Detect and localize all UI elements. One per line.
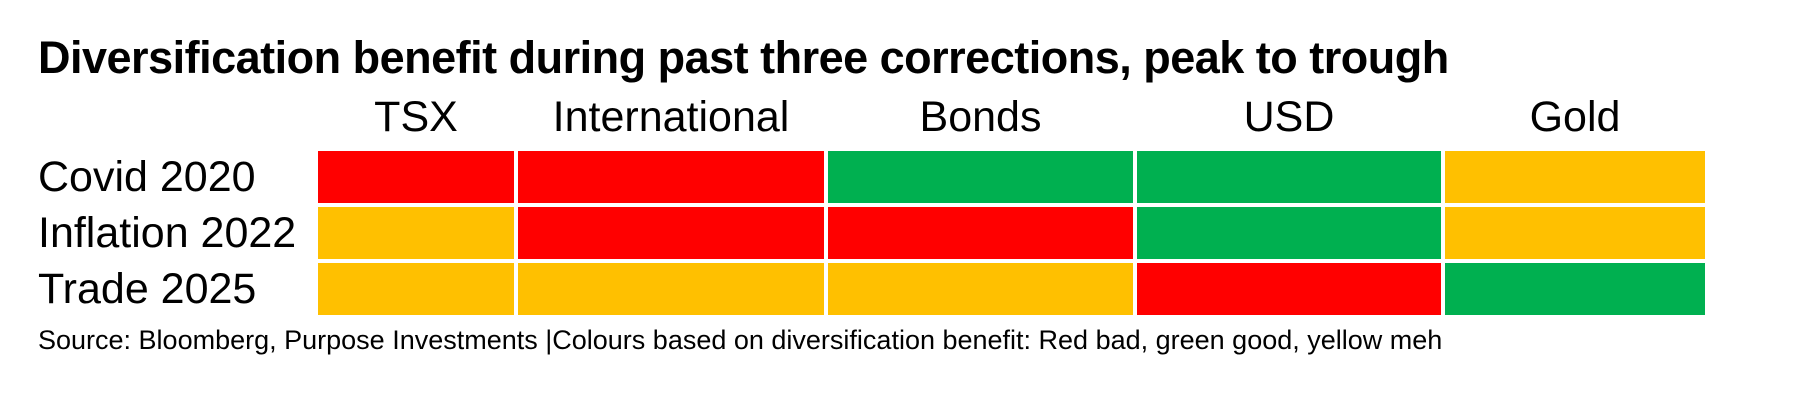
heatmap-cell-inflation-tsx — [318, 207, 514, 259]
heatmap-cell-inflation-usd — [1137, 207, 1441, 259]
row-label-inflation-2022: Inflation 2022 — [38, 208, 297, 257]
heatmap-cell-covid-usd — [1137, 151, 1441, 203]
heatmap-cell-trade-bonds — [828, 263, 1133, 315]
heatmap-cell-inflation-bonds — [828, 207, 1133, 259]
column-header-bonds: Bonds — [919, 93, 1042, 141]
heatmap-cell-covid-bonds — [828, 151, 1133, 203]
column-header-tsx: TSX — [374, 93, 458, 141]
heatmap-cell-trade-international — [518, 263, 824, 315]
heatmap-cell-covid-gold — [1445, 151, 1705, 203]
heatmap-cell-trade-tsx — [318, 263, 514, 315]
heatmap-cell-covid-tsx — [318, 151, 514, 203]
heatmap-cell-trade-gold — [1445, 263, 1705, 315]
row-label-covid-2020: Covid 2020 — [38, 152, 256, 201]
column-header-gold: Gold — [1529, 93, 1621, 141]
chart-title: Diversification benefit during past thre… — [38, 32, 1449, 83]
column-header-usd: USD — [1243, 93, 1335, 141]
heatmap-cell-trade-usd — [1137, 263, 1441, 315]
heatmap-cell-inflation-international — [518, 207, 824, 259]
heatmap-cell-covid-international — [518, 151, 824, 203]
column-header-international: International — [552, 93, 790, 141]
corner-spacer — [38, 88, 314, 147]
row-label-trade-2025: Trade 2025 — [38, 264, 257, 313]
heatmap-cell-inflation-gold — [1445, 207, 1705, 259]
heatmap-table: TSX International Bonds USD Gold Covid 2… — [38, 88, 1705, 315]
source-note: Source: Bloomberg, Purpose Investments |… — [38, 325, 1443, 355]
